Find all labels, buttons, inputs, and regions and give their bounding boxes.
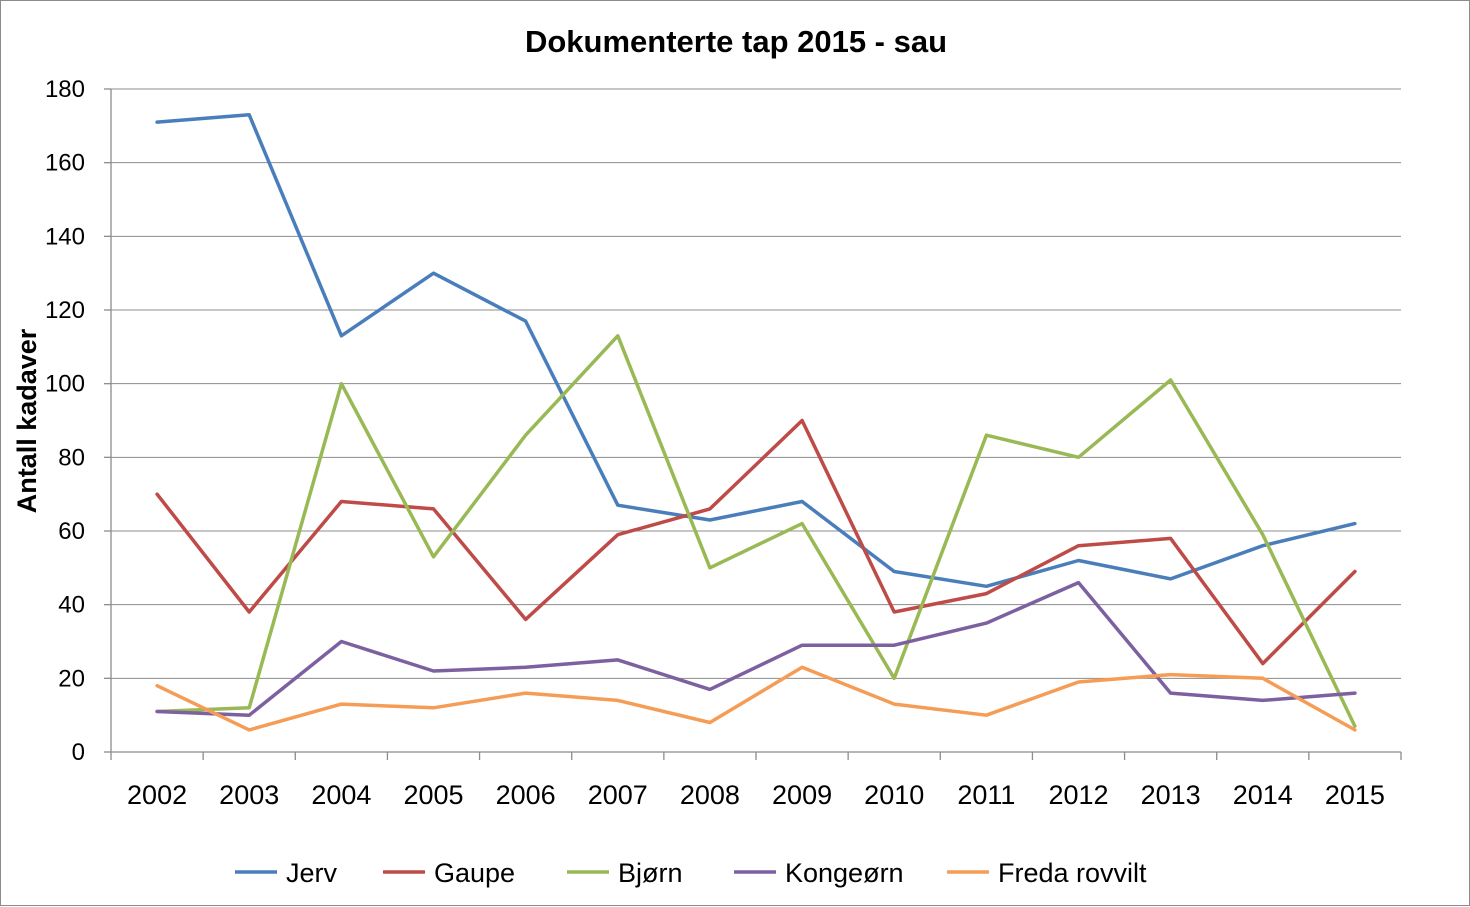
x-tick-label: 2009 xyxy=(772,780,832,810)
x-tick-label: 2010 xyxy=(864,780,924,810)
x-tick-label: 2007 xyxy=(588,780,648,810)
y-tick-label: 40 xyxy=(58,592,85,619)
y-tick-label: 180 xyxy=(45,76,85,103)
y-tick-label: 60 xyxy=(58,518,85,545)
x-tick-label: 2002 xyxy=(127,780,187,810)
x-tick-label: 2012 xyxy=(1048,780,1108,810)
series-line-gaupe xyxy=(155,418,1357,666)
series-line-freda-rovvilt xyxy=(155,665,1357,732)
series-lines xyxy=(155,113,1357,732)
x-tick-label: 2003 xyxy=(219,780,279,810)
axes xyxy=(104,88,1402,760)
legend: Jerv Gaupe Bjørn Kongeørn Freda rovvilt xyxy=(235,858,1147,888)
x-tick-label: 2008 xyxy=(680,780,740,810)
x-tick-label: 2013 xyxy=(1141,780,1201,810)
y-tick-label: 0 xyxy=(72,739,85,766)
series-line-bjørn xyxy=(155,334,1357,728)
legend-label: Freda rovvilt xyxy=(998,858,1147,888)
y-tick-label: 160 xyxy=(45,150,85,177)
y-tick-labels: 0 20 40 60 80 100 120 140 160 180 xyxy=(45,76,85,766)
y-tick-label: 140 xyxy=(45,223,85,250)
x-tick-label: 2015 xyxy=(1325,780,1385,810)
x-tick-label: 2006 xyxy=(496,780,556,810)
legend-label: Bjørn xyxy=(618,858,683,888)
y-tick-label: 120 xyxy=(45,297,85,324)
legend-label: Gaupe xyxy=(434,858,515,888)
chart-title: Dokumenterte tap 2015 - sau xyxy=(525,24,947,59)
x-tick-label: 2005 xyxy=(403,780,463,810)
y-tick-label: 20 xyxy=(58,665,85,692)
x-tick-labels: 2002 2003 2004 2005 2006 2007 2008 2009 2010 2011… xyxy=(127,780,1385,810)
series-line-jerv xyxy=(155,113,1357,589)
x-tick-label: 2011 xyxy=(957,780,1015,810)
y-tick-label: 80 xyxy=(58,444,85,471)
x-tick-label: 2014 xyxy=(1233,780,1293,810)
y-tick-label: 100 xyxy=(45,371,85,398)
x-tick-label: 2004 xyxy=(311,780,371,810)
gridlines xyxy=(111,88,1401,679)
y-axis-label: Antall kadaver xyxy=(12,328,42,513)
legend-label: Jerv xyxy=(286,858,338,888)
legend-label: Kongeørn xyxy=(785,858,904,888)
